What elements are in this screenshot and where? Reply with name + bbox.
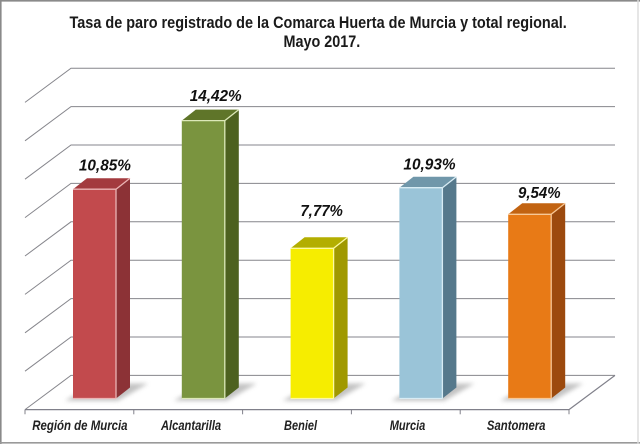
- svg-text:14,42%: 14,42%: [190, 88, 242, 105]
- svg-text:10,93%: 10,93%: [403, 156, 455, 173]
- svg-text:Murcia: Murcia: [390, 418, 426, 433]
- svg-text:10,85%: 10,85%: [79, 157, 131, 174]
- svg-text:9,54%: 9,54%: [518, 185, 561, 203]
- svg-text:Tasa de paro registrado de la: Tasa de paro registrado de la Comarca Hu…: [70, 14, 567, 32]
- svg-text:Santomera: Santomera: [487, 418, 546, 433]
- svg-text:Beniel: Beniel: [284, 418, 318, 433]
- svg-text:Región de Murcia: Región de Murcia: [32, 418, 127, 433]
- svg-text:7,77%: 7,77%: [300, 203, 343, 221]
- svg-text:Alcantarilla: Alcantarilla: [160, 418, 221, 433]
- svg-text:Mayo 2017.: Mayo 2017.: [284, 33, 361, 51]
